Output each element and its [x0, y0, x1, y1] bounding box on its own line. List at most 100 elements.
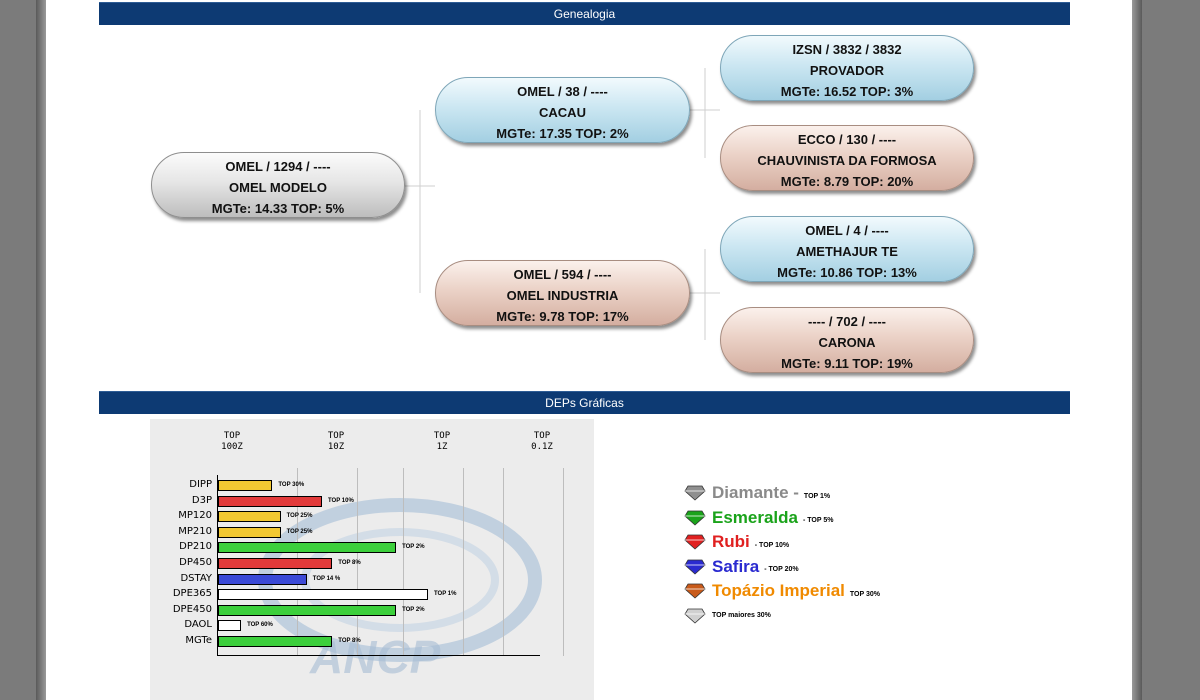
- grid-line-3: [503, 468, 504, 656]
- tick-value: 10Z: [327, 442, 345, 452]
- legend-top: TOP 1%: [803, 492, 831, 500]
- section-header-genealogia: Genealogia: [99, 2, 1070, 25]
- tick-top-word: TOP: [327, 431, 345, 441]
- dam-dam-name: CARONA: [818, 335, 876, 350]
- tick-label-0: TOP 100Z: [212, 431, 252, 453]
- bar-dpe365: [218, 589, 428, 601]
- row-label-dp210: DP210: [179, 541, 212, 553]
- dam-sire-stats: MGTe: 10.86 TOP: 13%: [777, 265, 917, 280]
- animal-stats: MGTe: 14.33 TOP: 5%: [211, 201, 345, 216]
- dam-dam-id: ---- / 702 / ----: [808, 314, 886, 329]
- tick-top-word: TOP: [433, 431, 451, 441]
- legend-name: Safira: [712, 556, 760, 576]
- row-label-daol: DAOL: [184, 619, 212, 631]
- row-label-dstay: DSTAY: [180, 572, 212, 584]
- legend-name: Topázio Imperial: [712, 581, 845, 600]
- tick-value: 0.1Z: [531, 442, 553, 452]
- bar-dp450: [218, 558, 333, 569]
- row-label-mp120: MP120: [178, 510, 212, 522]
- bar-label-d3p: TOP 10%: [328, 497, 354, 504]
- bar-label-mp120: TOP 25%: [286, 513, 313, 520]
- row-label-dpe365: DPE365: [172, 588, 212, 600]
- bar-label-dpe365: TOP 1%: [434, 591, 457, 598]
- legend-item-4: Topázio Imperial TOP 30%: [684, 580, 880, 602]
- bar-dp210: [218, 542, 397, 554]
- tick-label-3: TOP 0.1Z: [522, 431, 562, 453]
- bar-label-mp210: TOP 25%: [286, 528, 313, 535]
- y-axis-line: [217, 475, 218, 656]
- bar-label-daol: TOP 60%: [247, 622, 273, 629]
- dam-dam-stats: MGTe: 9.11 TOP: 19%: [781, 356, 913, 371]
- pedigree-dam[interactable]: OMEL / 594 / ---- OMEL INDUSTRIA MGTe: 9…: [435, 260, 690, 326]
- page-shadow-left: [36, 0, 46, 700]
- sire-name: CACAU: [539, 105, 586, 120]
- grid-line-3b: [563, 468, 564, 656]
- page-shadow-right: [1132, 0, 1142, 700]
- tick-value: 100Z: [221, 442, 243, 452]
- legend-name: Diamante -: [712, 483, 799, 502]
- pedigree-sire-dam[interactable]: ECCO / 130 / ---- CHAUVINISTA DA FORMOSA…: [720, 125, 974, 191]
- bar-mgte: [218, 636, 333, 647]
- row-label-dpe450: DPE450: [172, 603, 212, 615]
- bar-label-dpe450: TOP 2%: [402, 606, 425, 613]
- section-header-deps: DEPs Gráficas: [99, 391, 1070, 414]
- sire-sire-stats: MGTe: 16.52 TOP: 3%: [780, 84, 914, 99]
- legend-name: Esmeralda: [712, 507, 798, 527]
- animal-name: OMEL MODELO: [229, 180, 327, 195]
- dam-sire-name: AMETHAJUR TE: [796, 244, 898, 259]
- legend-top: TOP maiores 30%: [712, 612, 771, 619]
- dam-id: OMEL / 594 / ----: [513, 267, 612, 282]
- x-axis-line: [217, 655, 540, 656]
- tick-top-word: TOP: [533, 431, 551, 441]
- gem-icon: [684, 583, 706, 599]
- row-label-d3p: D3P: [191, 494, 212, 506]
- dam-stats: MGTe: 9.78 TOP: 17%: [496, 309, 629, 324]
- gem-icon: [684, 608, 706, 624]
- sire-id: OMEL / 38 / ----: [517, 84, 608, 99]
- bar-dipp: [218, 480, 273, 491]
- pedigree-connectors: [405, 68, 720, 340]
- legend-item-3: Safira - TOP 20%: [684, 556, 799, 578]
- tick-label-2: TOP 1Z: [422, 431, 462, 453]
- dam-sire-id: OMEL / 4 / ----: [805, 223, 889, 238]
- bar-dpe450: [218, 604, 397, 616]
- legend-top: - TOP 10%: [754, 541, 790, 549]
- pedigree-dam-sire[interactable]: OMEL / 4 / ---- AMETHAJUR TE MGTe: 10.86…: [720, 216, 974, 282]
- animal-id: OMEL / 1294 / ----: [225, 159, 331, 174]
- legend-item-2: Rubi - TOP 10%: [684, 531, 789, 553]
- bar-label-dstay: TOP 14 %: [312, 575, 341, 582]
- sire-sire-name: PROVADOR: [809, 63, 885, 78]
- legend-top: - TOP 5%: [803, 517, 834, 524]
- legend-name: Rubi: [712, 532, 750, 551]
- bar-d3p: [218, 495, 322, 507]
- gem-icon: [684, 510, 706, 526]
- legend-item-1: Esmeralda - TOP 5%: [684, 507, 833, 529]
- bar-label-dipp: TOP 30%: [278, 482, 305, 488]
- row-label-mp210: MP210: [178, 525, 212, 537]
- pedigree-sire[interactable]: OMEL / 38 / ---- CACAU MGTe: 17.35 TOP: …: [435, 77, 690, 143]
- tick-value: 1Z: [436, 442, 448, 452]
- sire-sire-id: IZSN / 3832 / 3832: [792, 42, 902, 57]
- pedigree-sire-sire[interactable]: IZSN / 3832 / 3832 PROVADOR MGTe: 16.52 …: [720, 35, 974, 101]
- sire-dam-id: ECCO / 130 / ----: [797, 132, 897, 147]
- pedigree-animal[interactable]: OMEL / 1294 / ---- OMEL MODELO MGTe: 14.…: [151, 152, 405, 218]
- legend-item-5: TOP maiores 30%: [684, 605, 771, 627]
- row-label-dipp: DIPP: [189, 479, 212, 490]
- tick-label-1: TOP 10Z: [316, 431, 356, 453]
- bar-label-dp450: TOP 8%: [338, 560, 361, 566]
- dam-name: OMEL INDUSTRIA: [506, 288, 619, 303]
- legend-item-0: Diamante - TOP 1%: [684, 482, 830, 504]
- legend-top: TOP 30%: [849, 590, 880, 598]
- grid-line-2: [403, 468, 404, 656]
- bar-label-dp210: TOP 2%: [402, 544, 425, 551]
- bar-daol: [218, 620, 242, 632]
- sire-stats: MGTe: 17.35 TOP: 2%: [496, 126, 629, 141]
- bar-mp120: [218, 511, 281, 523]
- gem-icon: [684, 534, 706, 550]
- bar-mp210: [218, 526, 281, 538]
- sire-dam-stats: MGTe: 8.79 TOP: 20%: [780, 174, 914, 189]
- grid-line-1b: [357, 468, 358, 656]
- pedigree-dam-dam[interactable]: ---- / 702 / ---- CARONA MGTe: 9.11 TOP:…: [720, 307, 974, 373]
- tick-top-word: TOP: [223, 431, 241, 441]
- bar-label-mgte: TOP 8%: [338, 638, 361, 644]
